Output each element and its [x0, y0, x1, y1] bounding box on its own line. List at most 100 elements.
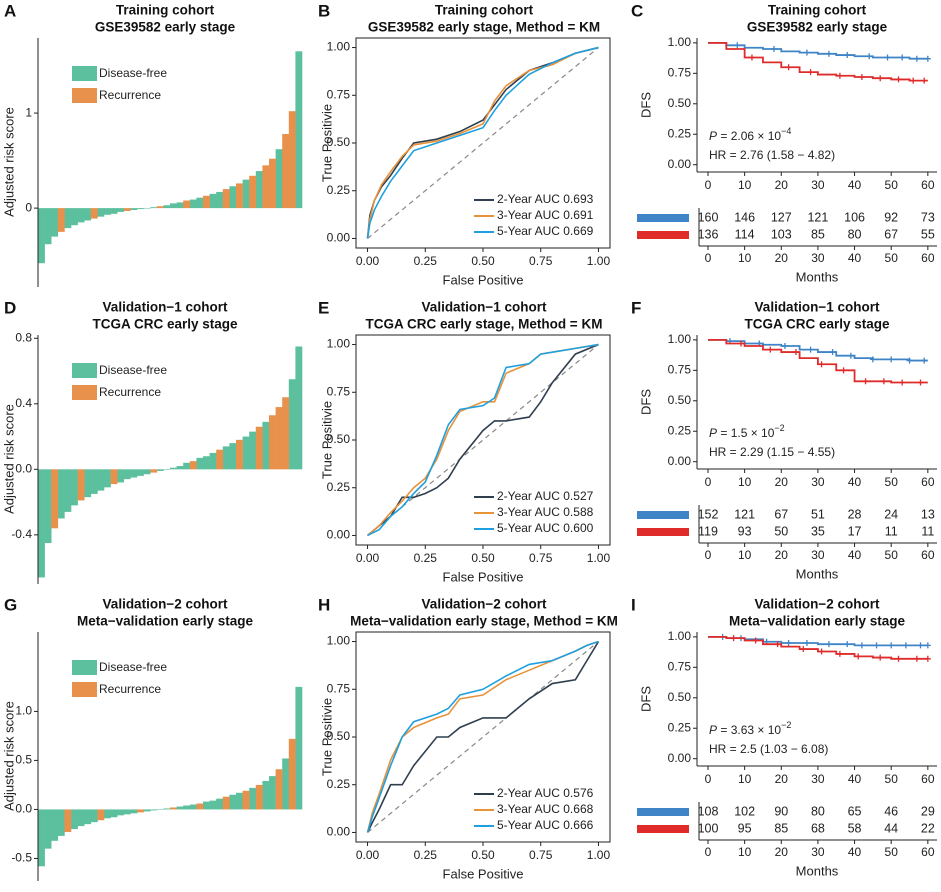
- y-axis-label: True Positivie: [319, 104, 334, 182]
- at-risk-count: 73: [921, 210, 935, 224]
- bar: [275, 407, 283, 470]
- bar: [130, 809, 138, 814]
- x-tick-label: 60: [921, 475, 935, 489]
- x-tick-label: 1.00: [587, 848, 611, 862]
- panel-title: Validation−1 cohort: [755, 300, 880, 315]
- bar: [236, 439, 243, 470]
- bar: [143, 809, 151, 812]
- bar: [156, 206, 164, 209]
- panel-title: Training cohort: [116, 3, 215, 18]
- censor-mark: [818, 361, 825, 368]
- panel-letter: H: [318, 595, 330, 614]
- table-x-tick-label: 60: [921, 251, 935, 265]
- censor-mark: [877, 75, 884, 82]
- censor-mark: [899, 379, 906, 386]
- bar: [71, 469, 78, 506]
- legend-label: Disease-free: [99, 66, 167, 80]
- at-risk-count: 121: [734, 507, 755, 521]
- y-tick-label: 0.00: [668, 751, 692, 765]
- panel-letter: B: [318, 1, 330, 20]
- table-x-tick-label: 50: [885, 251, 899, 265]
- bar: [104, 809, 111, 819]
- hazard-ratio: HR = 2.5 (1.03 − 6.08): [709, 742, 828, 756]
- x-tick-label: 20: [775, 178, 789, 192]
- x-tick-label: 0: [705, 475, 712, 489]
- panel-subtitle: TCGA CRC early stage, Method = KM: [366, 317, 603, 332]
- bar: [203, 195, 210, 209]
- legend-label: Recurrence: [99, 682, 161, 696]
- p-value: P = 1.5 × 10−2: [709, 423, 785, 440]
- censor-mark: [781, 342, 788, 349]
- panel-title: Training cohort: [435, 3, 534, 18]
- censor-mark: [855, 653, 862, 660]
- panel-subtitle: GSE39582 early stage: [95, 20, 236, 35]
- legend-label: 2-Year AUC 0.527: [497, 489, 594, 503]
- censor-mark: [895, 76, 902, 83]
- y-axis-label: DFS: [638, 92, 653, 118]
- at-risk-count: 85: [811, 227, 825, 241]
- bar: [242, 179, 250, 209]
- table-x-tick-label: 30: [811, 845, 825, 859]
- at-risk-count: 29: [921, 804, 935, 818]
- bar: [255, 171, 263, 209]
- y-axis-label: Adjusted risk score: [1, 701, 16, 811]
- censor-mark: [910, 77, 917, 84]
- y-tick-label: 1.00: [327, 634, 351, 648]
- y-tick-label: 1.00: [668, 629, 692, 643]
- x-tick-label: 0.00: [356, 551, 380, 565]
- y-axis-label: Adjusted risk score: [1, 404, 16, 514]
- bar: [71, 809, 78, 830]
- censor-mark: [829, 349, 836, 356]
- legend-label: Recurrence: [99, 385, 161, 399]
- table-x-tick-label: 40: [848, 548, 862, 562]
- x-tick-label: 10: [738, 475, 752, 489]
- bar: [143, 469, 151, 475]
- bar: [51, 208, 59, 237]
- bar: [90, 809, 98, 823]
- y-tick-label: 0.0: [15, 462, 32, 476]
- censor-mark: [803, 49, 810, 56]
- bar: [196, 457, 204, 470]
- at-risk-count: 11: [921, 524, 934, 538]
- p-symbol: P: [709, 426, 717, 440]
- p-symbol: P: [709, 129, 717, 143]
- x-tick-label: 0.25: [414, 551, 438, 565]
- censor-mark: [847, 352, 854, 359]
- panel-subtitle: Meta−validation early stage: [729, 614, 905, 629]
- bar: [176, 202, 184, 209]
- legend-label: Disease-free: [99, 363, 167, 377]
- legend-swatch: [72, 385, 97, 400]
- bar: [38, 208, 45, 264]
- y-tick-label: 0.75: [668, 659, 692, 673]
- x-tick-label: 10: [738, 772, 752, 786]
- y-tick-label: 0.5: [15, 753, 32, 767]
- survival-curve: [707, 41, 928, 60]
- x-tick-label: 30: [811, 475, 825, 489]
- at-risk-count: 102: [734, 804, 755, 818]
- bar: [183, 462, 191, 470]
- bar: [288, 738, 296, 810]
- bar: [229, 186, 237, 209]
- x-axis-label: False Positive: [443, 866, 524, 881]
- at-risk-count: 13: [921, 507, 935, 521]
- bar: [123, 208, 131, 211]
- bar: [249, 787, 257, 810]
- y-tick-label: 0.25: [327, 777, 351, 791]
- panel-letter: F: [631, 298, 641, 317]
- x-axis-label: False Positive: [443, 272, 524, 287]
- bar: [38, 809, 45, 867]
- at-risk-count: 127: [771, 210, 792, 224]
- at-risk-count: 121: [807, 210, 828, 224]
- bar: [262, 165, 270, 209]
- panel: D Validation−1 cohort TCGA CRC early stage…: [1, 298, 303, 584]
- x-tick-label: 0: [705, 772, 712, 786]
- at-risk-count: 136: [698, 227, 719, 241]
- risk-legend: [637, 511, 689, 519]
- y-tick-label: 1.00: [327, 337, 351, 351]
- x-tick-label: 0: [705, 178, 712, 192]
- bar: [123, 809, 131, 815]
- legend-label: 3-Year AUC 0.691: [497, 208, 594, 222]
- p-exponent: −4: [781, 126, 791, 136]
- at-risk-count: 114: [735, 227, 755, 241]
